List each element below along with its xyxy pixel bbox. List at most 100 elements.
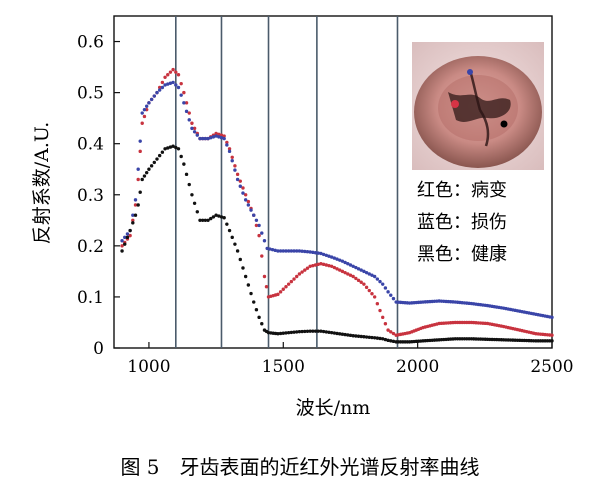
data-point xyxy=(138,149,142,154)
series-1 xyxy=(120,80,554,320)
data-point xyxy=(243,274,248,279)
data-point xyxy=(367,288,371,293)
data-point xyxy=(338,332,342,336)
data-point xyxy=(338,258,342,262)
data-point xyxy=(327,263,331,268)
data-point xyxy=(168,81,173,85)
data-point xyxy=(260,231,264,235)
data-point xyxy=(142,107,147,112)
data-point xyxy=(324,330,328,334)
y-tick-label: 0.5 xyxy=(77,84,104,104)
data-point xyxy=(381,337,385,341)
data-point xyxy=(160,150,165,154)
legend-item-black: 黑色：健康 xyxy=(417,244,507,265)
data-point xyxy=(123,242,127,246)
data-point xyxy=(364,335,369,339)
data-point xyxy=(362,282,366,286)
data-point xyxy=(389,339,393,343)
data-point xyxy=(295,330,299,334)
data-point xyxy=(144,104,149,108)
data-point xyxy=(182,90,186,95)
data-point xyxy=(160,85,165,90)
data-point xyxy=(346,333,350,337)
data-point xyxy=(140,121,144,125)
data-point xyxy=(321,252,326,257)
data-point xyxy=(311,263,315,268)
x-tick-label: 2500 xyxy=(530,357,573,377)
data-point xyxy=(140,177,144,182)
data-point xyxy=(241,266,245,270)
data-point xyxy=(176,147,181,151)
data-point xyxy=(214,131,218,136)
y-tick-label: 0.6 xyxy=(77,33,104,53)
data-point xyxy=(254,218,259,223)
data-point xyxy=(246,283,251,287)
tooth-photo xyxy=(412,42,544,170)
data-point xyxy=(176,73,181,77)
data-point xyxy=(550,339,554,343)
data-point xyxy=(120,239,124,243)
data-point xyxy=(225,143,229,147)
data-point xyxy=(125,232,130,236)
healthy-marker xyxy=(500,120,508,128)
data-point xyxy=(354,265,358,270)
data-point xyxy=(381,282,385,286)
x-axis: 1000 1500 2000 2500 xyxy=(127,342,574,377)
data-point xyxy=(235,249,240,253)
data-point xyxy=(265,246,269,251)
data-point xyxy=(198,136,202,141)
data-point xyxy=(120,244,124,248)
lesion-marker xyxy=(451,100,459,108)
data-point xyxy=(155,157,159,161)
data-point xyxy=(276,249,280,253)
data-point xyxy=(233,168,237,172)
data-point xyxy=(211,215,216,219)
data-point xyxy=(182,101,186,105)
data-point xyxy=(157,88,162,92)
series-layer xyxy=(120,67,554,344)
data-point xyxy=(348,273,353,277)
data-point xyxy=(203,136,208,141)
y-tick-label: 0.1 xyxy=(77,288,104,308)
data-point xyxy=(203,218,208,223)
data-point xyxy=(389,293,393,297)
data-point xyxy=(174,145,178,150)
data-point xyxy=(284,249,288,253)
data-point xyxy=(171,67,175,72)
data-point xyxy=(260,254,264,258)
data-point xyxy=(211,135,216,139)
data-point xyxy=(219,133,224,137)
data-point xyxy=(356,334,361,338)
data-point xyxy=(295,249,299,253)
data-point xyxy=(343,270,347,275)
data-point xyxy=(206,136,210,141)
y-tick-label: 0 xyxy=(93,339,104,359)
data-point xyxy=(235,172,240,177)
data-point xyxy=(171,144,175,148)
data-point xyxy=(238,257,242,262)
data-point xyxy=(163,83,167,87)
data-point xyxy=(179,154,183,159)
data-point xyxy=(254,223,259,228)
data-point xyxy=(249,208,253,212)
data-point xyxy=(168,70,173,74)
data-point xyxy=(372,295,377,299)
data-point xyxy=(284,285,288,289)
data-point xyxy=(128,228,132,233)
data-point xyxy=(217,132,221,137)
data-point xyxy=(359,334,363,339)
data-point xyxy=(319,329,323,333)
data-point xyxy=(219,136,224,140)
data-point xyxy=(372,274,377,279)
y-tick-label: 0.3 xyxy=(77,186,104,206)
data-point xyxy=(311,329,315,333)
data-point xyxy=(550,333,554,337)
data-point xyxy=(190,126,194,131)
data-point xyxy=(179,81,183,86)
data-point xyxy=(375,336,380,340)
data-point xyxy=(125,235,130,240)
y-tick-label: 0.4 xyxy=(77,135,104,155)
data-point xyxy=(289,279,294,284)
data-point xyxy=(332,256,337,260)
data-point xyxy=(160,80,165,85)
